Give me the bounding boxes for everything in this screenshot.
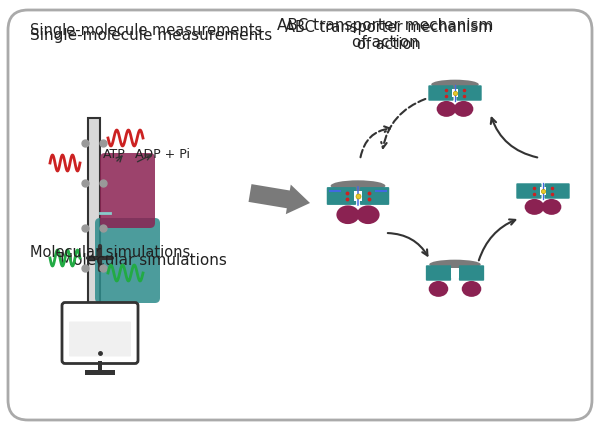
Ellipse shape xyxy=(330,180,385,191)
Bar xyxy=(85,369,115,374)
Text: ABC transporter mechanism
of action: ABC transporter mechanism of action xyxy=(285,20,492,52)
Ellipse shape xyxy=(542,199,561,215)
Ellipse shape xyxy=(436,101,456,117)
Ellipse shape xyxy=(356,205,380,224)
FancyBboxPatch shape xyxy=(544,183,569,199)
Ellipse shape xyxy=(462,281,482,297)
Bar xyxy=(98,360,102,371)
FancyBboxPatch shape xyxy=(69,321,131,357)
FancyBboxPatch shape xyxy=(327,187,356,205)
Text: Single-molecule measurements: Single-molecule measurements xyxy=(30,23,262,38)
FancyBboxPatch shape xyxy=(95,218,160,303)
Ellipse shape xyxy=(337,205,359,224)
FancyBboxPatch shape xyxy=(360,187,389,205)
FancyBboxPatch shape xyxy=(62,303,138,363)
Ellipse shape xyxy=(454,101,473,117)
FancyArrow shape xyxy=(249,184,310,214)
FancyBboxPatch shape xyxy=(426,265,451,281)
Text: ADP + Pi: ADP + Pi xyxy=(135,148,190,161)
FancyBboxPatch shape xyxy=(456,85,482,101)
Text: ATP: ATP xyxy=(103,148,126,161)
Ellipse shape xyxy=(431,80,479,89)
FancyBboxPatch shape xyxy=(517,183,542,199)
Bar xyxy=(540,187,546,195)
Bar xyxy=(88,118,100,318)
FancyBboxPatch shape xyxy=(100,153,155,228)
Bar xyxy=(451,268,459,278)
FancyBboxPatch shape xyxy=(8,10,592,420)
Ellipse shape xyxy=(524,199,544,215)
FancyBboxPatch shape xyxy=(459,265,484,281)
Text: Molecular simulations: Molecular simulations xyxy=(30,245,190,260)
FancyBboxPatch shape xyxy=(428,85,453,101)
Bar xyxy=(355,191,362,201)
Bar xyxy=(452,89,458,97)
Text: Molecular simulations: Molecular simulations xyxy=(60,253,227,268)
Ellipse shape xyxy=(429,281,448,297)
Ellipse shape xyxy=(429,260,481,269)
Text: Single-molecule measurements: Single-molecule measurements xyxy=(30,28,272,43)
Text: ABC transporter mechanism
of action: ABC transporter mechanism of action xyxy=(277,18,493,51)
